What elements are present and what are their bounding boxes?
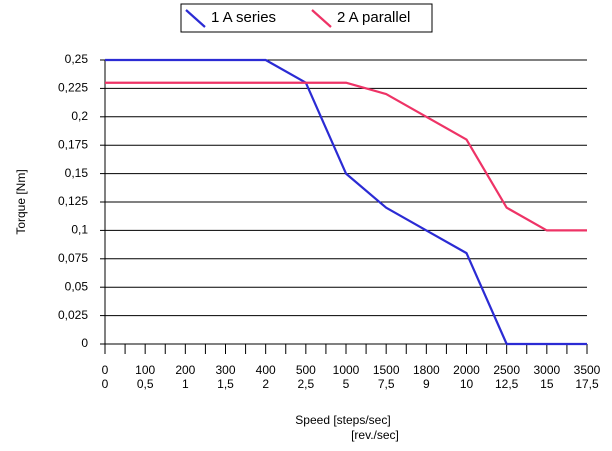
x-tick-label: 1000 xyxy=(333,363,360,377)
x-axis-title-secondary: [rev./sec] xyxy=(351,428,399,442)
x-tick-label-secondary: 10 xyxy=(460,377,474,391)
legend-label: 1 A series xyxy=(211,9,276,26)
x-tick-label-secondary: 12,5 xyxy=(495,377,519,391)
legend-box xyxy=(180,3,433,33)
x-tick-label-secondary: 0,5 xyxy=(137,377,154,391)
x-tick-label-secondary: 2,5 xyxy=(297,377,314,391)
series-line xyxy=(105,58,587,346)
x-tick-label: 1500 xyxy=(373,363,400,377)
series-line xyxy=(105,81,587,232)
y-tick-label: 0,175 xyxy=(58,137,88,151)
x-tick-label-secondary: 17,5 xyxy=(575,377,599,391)
x-tick-label-secondary: 1 xyxy=(182,377,189,391)
x-tick-label-secondary: 7,5 xyxy=(378,377,395,391)
x-tick-label-secondary: 9 xyxy=(423,377,430,391)
y-tick-label: 0 xyxy=(81,336,88,350)
x-tick-label: 400 xyxy=(256,363,276,377)
y-tick-label: 0,125 xyxy=(58,194,88,208)
y-tick-label: 0,075 xyxy=(58,251,88,265)
legend-label: 2 A parallel xyxy=(337,9,410,26)
x-tick-label: 2500 xyxy=(493,363,520,377)
x-tick-label-secondary: 0 xyxy=(102,377,109,391)
x-tick-label: 500 xyxy=(296,363,316,377)
y-tick-label: 0,1 xyxy=(71,223,88,237)
y-tick-label: 0,25 xyxy=(65,52,89,66)
y-tick-label: 0,15 xyxy=(65,166,89,180)
x-tick-label: 3500 xyxy=(574,363,601,377)
y-tick-label: 0,2 xyxy=(71,109,88,123)
x-tick-label-secondary: 1,5 xyxy=(217,377,234,391)
legend-icon xyxy=(185,9,206,28)
x-tick-label: 100 xyxy=(135,363,155,377)
legend-icon xyxy=(311,9,332,28)
y-axis-title: Torque [Nm] xyxy=(14,169,28,234)
x-tick-label: 3000 xyxy=(533,363,560,377)
x-tick-label: 1800 xyxy=(413,363,440,377)
y-tick-label: 0,025 xyxy=(58,308,88,322)
x-axis-title: Speed [steps/sec] xyxy=(295,413,390,427)
y-tick-label: 0,225 xyxy=(58,81,88,95)
x-tick-label: 300 xyxy=(215,363,235,377)
y-tick-label: 0,05 xyxy=(65,279,89,293)
x-tick-label: 200 xyxy=(175,363,195,377)
x-tick-label-secondary: 5 xyxy=(343,377,350,391)
x-tick-label-secondary: 2 xyxy=(262,377,269,391)
x-tick-label: 2000 xyxy=(453,363,480,377)
x-tick-label: 0 xyxy=(102,363,109,377)
x-tick-label-secondary: 15 xyxy=(540,377,554,391)
